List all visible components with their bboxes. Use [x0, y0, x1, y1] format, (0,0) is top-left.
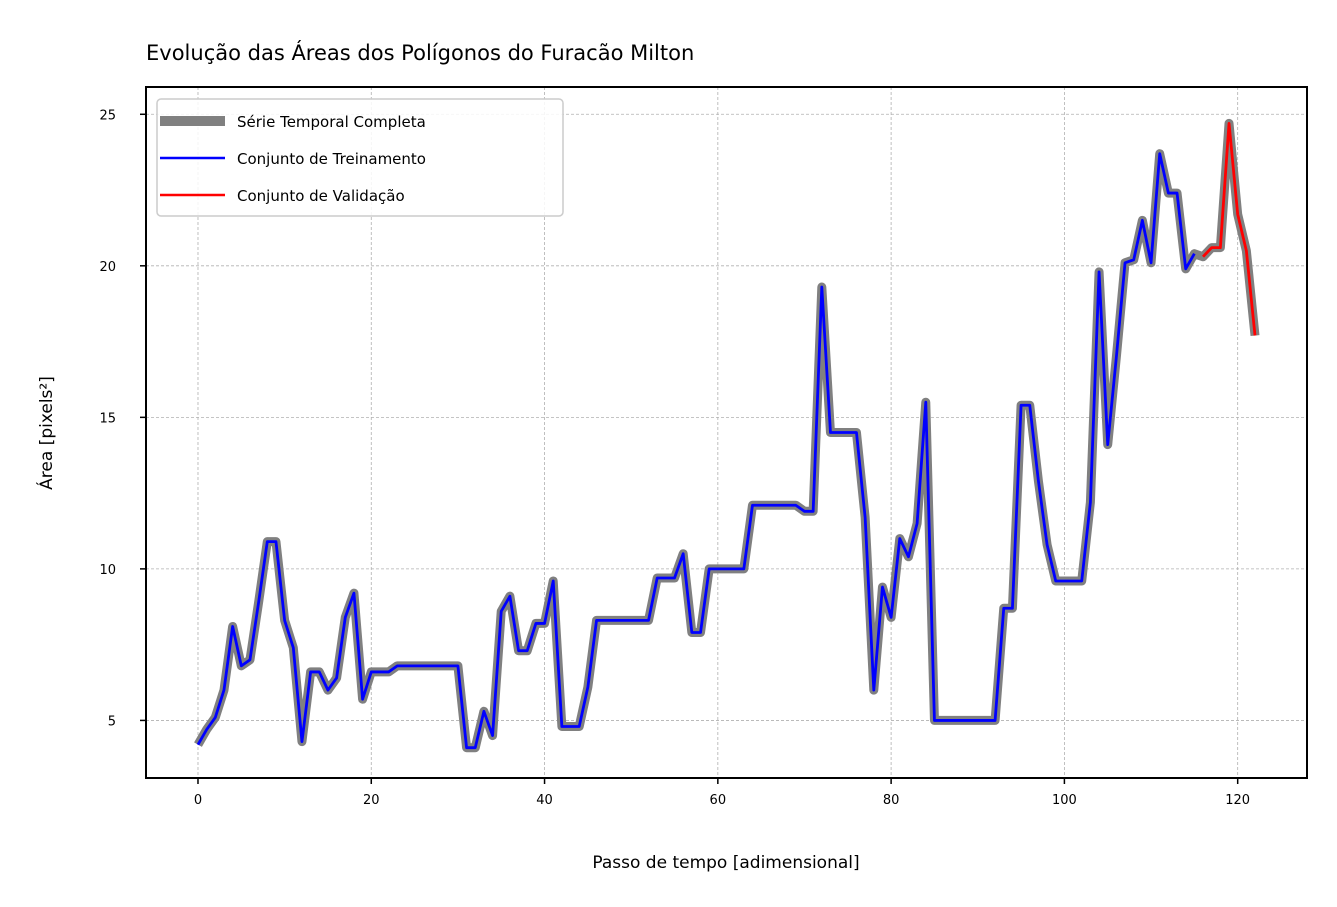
x-tick-label: 60 — [710, 793, 727, 808]
x-axis-label: Passo de tempo [adimensional] — [592, 853, 859, 873]
legend-box — [156, 98, 564, 217]
x-tick-label: 0 — [194, 793, 202, 808]
y-tick-label: 10 — [99, 563, 116, 578]
y-tick-label: 5 — [108, 714, 116, 729]
series-group — [194, 118, 1260, 753]
plot-frame — [145, 86, 1308, 779]
legend-entry: Conjunto de Treinamento — [237, 150, 426, 168]
legend: Série Temporal Completa Conjunto de Trein… — [156, 98, 564, 217]
series-line-training — [196, 152, 1196, 750]
x-tick-label: 20 — [363, 793, 380, 808]
y-tick-label: 25 — [99, 108, 116, 123]
x-tick-label: 40 — [536, 793, 553, 808]
y-axis-label: Área [pixels²] — [35, 376, 57, 490]
x-tick-label: 100 — [1052, 793, 1077, 808]
series-line-complete — [194, 118, 1260, 753]
chart-title: Evolução das Áreas dos Polígonos do Fura… — [146, 40, 694, 65]
series-line-validation — [1202, 121, 1257, 336]
x-tick-label: 80 — [883, 793, 900, 808]
axis-ticks: 0 20 40 60 80 100 120 5 10 15 20 25 — [99, 108, 1250, 808]
legend-entry: Série Temporal Completa — [237, 113, 426, 131]
y-tick-label: 20 — [99, 260, 116, 275]
x-tick-label: 120 — [1225, 793, 1250, 808]
legend-entry: Conjunto de Validação — [237, 187, 405, 205]
y-tick-label: 15 — [99, 411, 116, 426]
